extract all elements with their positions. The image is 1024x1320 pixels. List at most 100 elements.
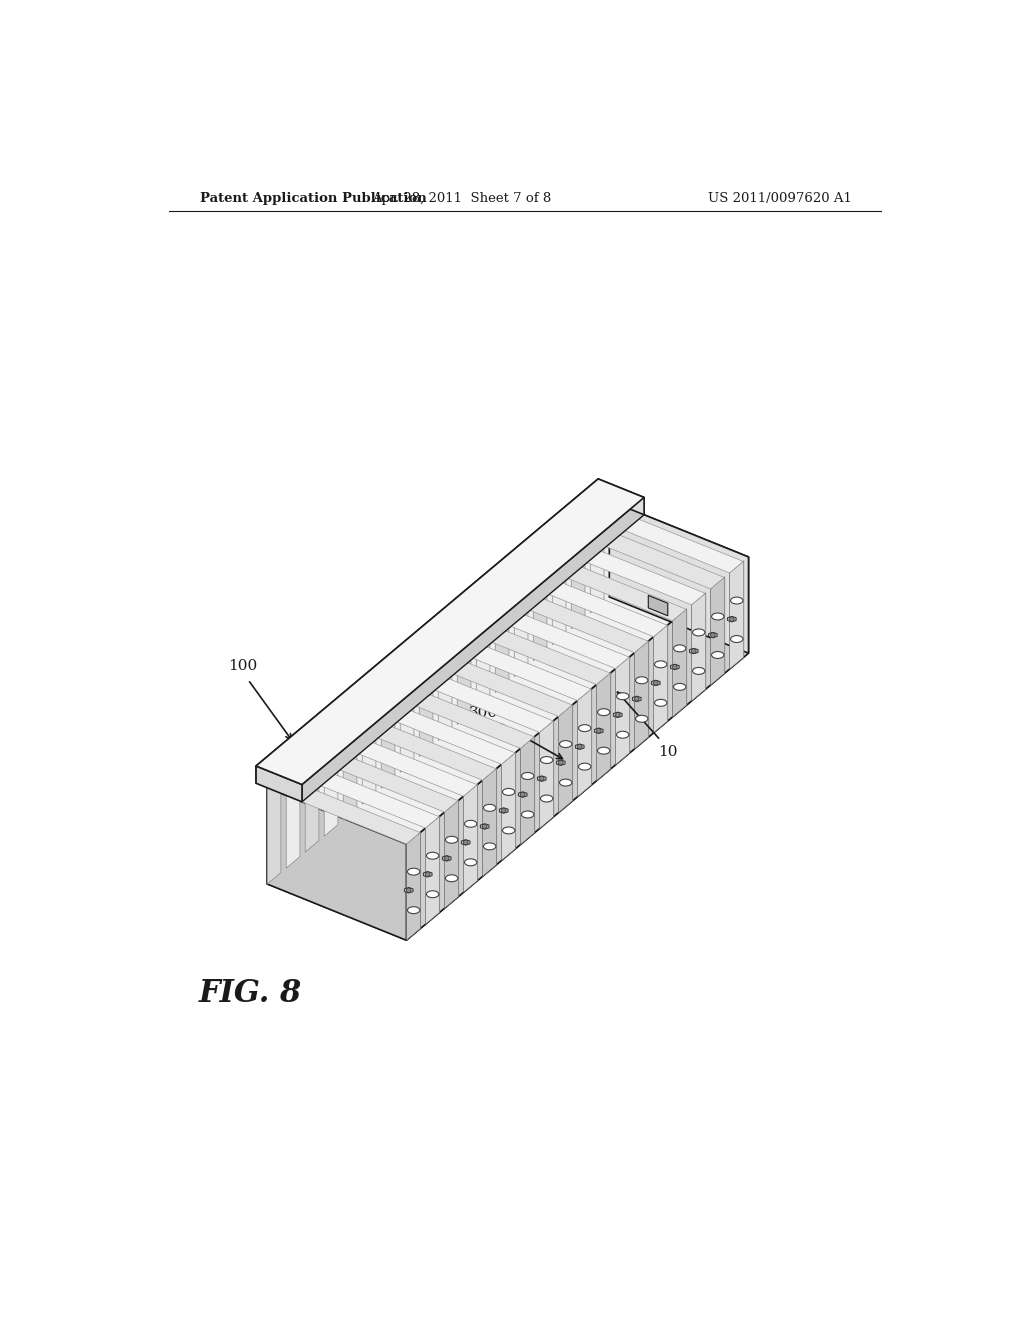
Polygon shape — [267, 500, 609, 884]
Circle shape — [596, 729, 601, 733]
Polygon shape — [514, 569, 528, 677]
Polygon shape — [362, 697, 515, 764]
Polygon shape — [425, 816, 439, 924]
Ellipse shape — [616, 731, 629, 738]
Ellipse shape — [559, 779, 571, 785]
Polygon shape — [381, 681, 395, 788]
Ellipse shape — [541, 795, 553, 803]
Polygon shape — [381, 681, 535, 748]
Polygon shape — [552, 537, 566, 644]
Text: 300: 300 — [469, 706, 498, 719]
Polygon shape — [633, 696, 641, 702]
Polygon shape — [423, 871, 432, 876]
Polygon shape — [343, 713, 357, 820]
Circle shape — [635, 697, 639, 701]
Ellipse shape — [654, 700, 667, 706]
Polygon shape — [556, 760, 565, 766]
Ellipse shape — [636, 715, 648, 722]
Polygon shape — [256, 766, 302, 801]
Circle shape — [711, 632, 715, 638]
Ellipse shape — [712, 612, 724, 620]
Polygon shape — [458, 616, 471, 725]
Polygon shape — [689, 648, 698, 653]
Ellipse shape — [598, 709, 610, 715]
Polygon shape — [594, 729, 603, 734]
Polygon shape — [729, 561, 743, 669]
Text: Patent Application Publication: Patent Application Publication — [200, 191, 427, 205]
Polygon shape — [727, 616, 736, 622]
Polygon shape — [534, 553, 686, 620]
Ellipse shape — [426, 891, 439, 898]
Text: FIG. 8: FIG. 8 — [199, 978, 302, 1010]
Polygon shape — [419, 648, 572, 717]
Polygon shape — [514, 569, 668, 636]
Polygon shape — [400, 665, 414, 772]
Polygon shape — [305, 744, 318, 853]
Polygon shape — [267, 776, 281, 884]
Ellipse shape — [445, 837, 458, 843]
Polygon shape — [462, 840, 470, 845]
Polygon shape — [419, 648, 433, 756]
Polygon shape — [691, 593, 706, 701]
Ellipse shape — [579, 725, 591, 731]
Polygon shape — [598, 479, 644, 515]
Polygon shape — [444, 800, 459, 908]
Polygon shape — [571, 521, 585, 628]
Ellipse shape — [712, 652, 724, 659]
Ellipse shape — [616, 693, 629, 700]
Ellipse shape — [636, 677, 648, 684]
Circle shape — [502, 808, 506, 813]
Ellipse shape — [426, 853, 439, 859]
Polygon shape — [711, 577, 725, 685]
Polygon shape — [500, 808, 508, 813]
Polygon shape — [635, 640, 649, 748]
Polygon shape — [571, 521, 724, 589]
Circle shape — [729, 616, 734, 622]
Ellipse shape — [408, 869, 420, 875]
Ellipse shape — [521, 772, 534, 779]
Polygon shape — [302, 498, 644, 801]
Ellipse shape — [465, 859, 477, 866]
Polygon shape — [267, 788, 407, 940]
Polygon shape — [518, 792, 527, 797]
Text: 10: 10 — [658, 744, 678, 759]
Ellipse shape — [503, 788, 515, 796]
Polygon shape — [651, 680, 660, 685]
Polygon shape — [558, 705, 572, 813]
Ellipse shape — [579, 763, 591, 770]
Polygon shape — [671, 664, 679, 669]
Text: 100: 100 — [228, 660, 257, 673]
Polygon shape — [609, 500, 749, 653]
Polygon shape — [709, 632, 717, 638]
Polygon shape — [325, 729, 338, 836]
Text: Apr. 28, 2011  Sheet 7 of 8: Apr. 28, 2011 Sheet 7 of 8 — [372, 191, 551, 205]
Circle shape — [673, 665, 677, 669]
Polygon shape — [343, 713, 496, 780]
Polygon shape — [438, 632, 591, 701]
Polygon shape — [438, 632, 452, 741]
Circle shape — [558, 760, 563, 766]
Polygon shape — [407, 832, 421, 940]
Polygon shape — [476, 601, 489, 709]
Polygon shape — [400, 665, 553, 733]
Circle shape — [425, 873, 430, 876]
Polygon shape — [442, 855, 451, 861]
Circle shape — [578, 744, 582, 748]
Ellipse shape — [598, 747, 610, 754]
Polygon shape — [520, 737, 535, 845]
Polygon shape — [305, 744, 458, 812]
Circle shape — [540, 776, 544, 781]
Polygon shape — [653, 624, 668, 733]
Polygon shape — [496, 585, 648, 652]
Polygon shape — [286, 760, 300, 869]
Ellipse shape — [654, 661, 667, 668]
Polygon shape — [578, 689, 592, 797]
Ellipse shape — [674, 684, 686, 690]
Polygon shape — [256, 479, 598, 783]
Polygon shape — [496, 585, 509, 693]
Polygon shape — [552, 537, 706, 605]
Polygon shape — [648, 595, 668, 615]
Circle shape — [615, 713, 621, 717]
Ellipse shape — [483, 804, 496, 812]
Polygon shape — [476, 601, 629, 669]
